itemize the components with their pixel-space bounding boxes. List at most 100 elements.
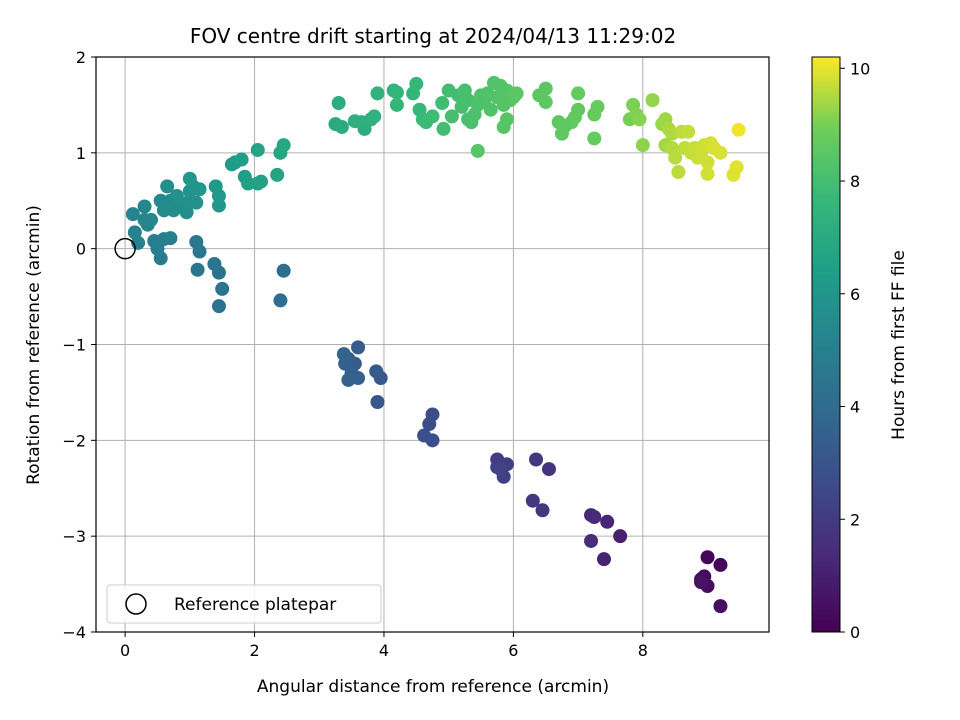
data-point	[189, 234, 204, 249]
data-point	[668, 150, 683, 165]
data-point	[700, 166, 715, 181]
data-point	[645, 93, 660, 108]
x-axis-ticks: 0 2 4 6 8	[120, 632, 648, 660]
data-point	[632, 112, 647, 127]
data-point	[613, 529, 628, 544]
y-tick-label: −4	[62, 623, 86, 642]
data-point	[538, 95, 553, 110]
data-point	[276, 263, 291, 278]
data-point	[369, 364, 384, 379]
data-point	[273, 293, 288, 308]
data-point	[370, 86, 385, 101]
data-points	[125, 75, 746, 614]
data-point	[590, 99, 605, 114]
legend-label: Reference platepar	[174, 595, 336, 615]
y-tick-label: −1	[62, 336, 86, 355]
legend-box	[106, 584, 382, 624]
data-point	[234, 152, 249, 167]
y-tick-label: 2	[76, 48, 86, 67]
data-point	[370, 395, 385, 409]
data-point	[389, 97, 404, 112]
data-point	[347, 114, 362, 129]
data-point	[587, 131, 602, 146]
x-tick-label: 4	[379, 641, 389, 660]
data-point	[509, 86, 524, 101]
data-point	[713, 145, 728, 160]
data-point	[700, 155, 715, 170]
data-point	[541, 462, 556, 477]
data-point	[435, 96, 450, 110]
colorbar-tick-label: 6	[850, 285, 860, 304]
data-point	[493, 462, 508, 477]
colorbar-tick-label: 10	[850, 59, 870, 78]
data-point	[584, 533, 599, 548]
data-point	[729, 160, 744, 175]
data-point	[417, 428, 432, 443]
data-point	[425, 109, 440, 124]
data-point	[127, 225, 142, 240]
data-point	[270, 167, 285, 182]
data-point	[160, 179, 175, 194]
legend: Reference platepar	[106, 584, 382, 624]
data-point	[444, 109, 459, 124]
x-tick-label: 2	[249, 641, 259, 660]
reference-marker	[114, 237, 136, 260]
data-point	[436, 121, 451, 136]
data-point	[600, 514, 615, 529]
colorbar: 0 2 4 6 8 10 Hours from first FF file	[811, 56, 909, 642]
data-point	[215, 281, 230, 296]
data-point	[571, 86, 586, 101]
data-point	[529, 452, 544, 467]
data-point	[207, 257, 222, 271]
colorbar-tick-label: 8	[850, 172, 860, 191]
data-point	[713, 599, 728, 614]
data-point	[483, 102, 498, 117]
data-point	[389, 85, 404, 100]
data-point	[694, 575, 709, 590]
data-point	[125, 207, 140, 222]
data-point	[422, 417, 437, 432]
data-point	[179, 205, 194, 220]
chart-title: FOV centre drift starting at 2024/04/13 …	[190, 24, 676, 48]
data-point	[334, 119, 349, 134]
y-tick-label: 1	[76, 144, 86, 163]
y-axis-ticks: −4 −3 −2 −1 0 1 2	[62, 48, 96, 642]
data-point	[189, 195, 204, 210]
colorbar-gradient	[811, 56, 841, 633]
data-point	[351, 340, 366, 355]
data-point	[367, 109, 382, 124]
data-point	[525, 493, 540, 508]
data-point	[211, 299, 226, 314]
data-point	[535, 503, 550, 518]
colorbar-tick-label: 0	[850, 623, 860, 642]
y-axis-label: Rotation from reference (arcmin)	[24, 205, 44, 485]
data-point	[192, 182, 207, 197]
data-point	[635, 138, 650, 153]
data-point	[336, 347, 351, 362]
y-tick-label: −3	[62, 527, 86, 546]
data-point	[731, 122, 746, 137]
data-point	[254, 174, 269, 189]
data-point	[190, 262, 205, 277]
data-point	[499, 112, 514, 127]
data-point	[571, 102, 586, 117]
y-tick-label: −2	[62, 431, 86, 450]
data-point	[470, 143, 485, 158]
x-tick-label: 6	[508, 641, 518, 660]
data-point	[137, 199, 152, 214]
data-point	[144, 212, 159, 227]
data-point	[341, 372, 356, 387]
data-point	[587, 510, 602, 524]
legend-marker	[125, 593, 147, 615]
x-tick-label: 8	[638, 641, 648, 660]
data-point	[538, 81, 553, 96]
data-point	[671, 165, 686, 179]
data-point	[250, 142, 265, 157]
colorbar-tick-label: 2	[850, 510, 860, 529]
data-point	[713, 557, 728, 572]
x-tick-label: 0	[120, 641, 130, 660]
data-point	[276, 138, 291, 153]
data-point	[409, 76, 424, 91]
data-point	[182, 171, 197, 186]
data-point	[241, 176, 256, 191]
